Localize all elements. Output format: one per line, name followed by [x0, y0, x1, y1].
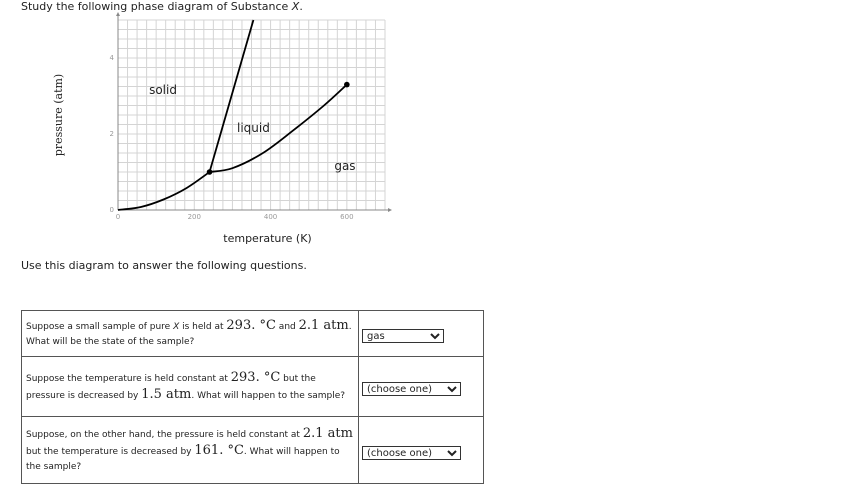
x-tick-label: 200 — [188, 213, 201, 221]
questions-table: Suppose a small sample of pure X is held… — [21, 310, 484, 484]
answer-select-2[interactable]: (choose one) — [362, 382, 461, 396]
x-tick-label: 600 — [340, 213, 353, 221]
gas-region-label: gas — [334, 159, 355, 173]
liquid-region-label: liquid — [237, 121, 270, 135]
intro-suffix: . — [299, 0, 303, 13]
y-tick-label: 2 — [110, 130, 114, 138]
solid-region-label: solid — [149, 83, 177, 97]
x-axis-label: temperature (K) — [223, 232, 311, 245]
question-3-text: Suppose, on the other hand, the pressure… — [21, 416, 359, 484]
question-3-answer: (choose one) — [358, 416, 484, 484]
question-2-text: Suppose the temperature is held constant… — [21, 356, 359, 417]
question-row-1: Suppose a small sample of pure X is held… — [21, 310, 484, 357]
x-tick-label: 0 — [116, 213, 120, 221]
x-tick-label: 400 — [264, 213, 277, 221]
instruction-text: Use this diagram to answer the following… — [21, 259, 307, 272]
question-row-3: Suppose, on the other hand, the pressure… — [21, 416, 484, 484]
question-1-text: Suppose a small sample of pure X is held… — [21, 310, 359, 357]
x-axis-arrow — [388, 208, 392, 212]
fusion-curve — [208, 19, 255, 173]
y-tick-label: 0 — [110, 206, 114, 214]
triple-point-marker — [206, 169, 213, 175]
vaporization-curve — [209, 83, 348, 173]
intro-text: Study the following phase diagram of Sub… — [21, 0, 303, 13]
question-1-answer: gas — [358, 310, 484, 357]
y-tick-label: 4 — [110, 54, 115, 62]
substance-name: X — [291, 0, 300, 13]
y-axis-label: pressure (atm) — [52, 74, 65, 156]
phase-diagram: 0 200 400 600 0 2 4 temperature (K) pressure (at… — [52, 12, 392, 245]
answer-select-1[interactable]: gas — [362, 329, 444, 343]
question-row-2: Suppose the temperature is held constant… — [21, 356, 484, 417]
question-2-answer: (choose one) — [358, 356, 484, 417]
y-axis-arrow — [116, 12, 120, 16]
answer-select-3[interactable]: (choose one) — [362, 445, 461, 460]
intro-prefix: Study the following phase diagram of Sub… — [21, 0, 292, 13]
critical-point-marker — [344, 81, 350, 88]
sublimation-curve — [117, 171, 211, 211]
